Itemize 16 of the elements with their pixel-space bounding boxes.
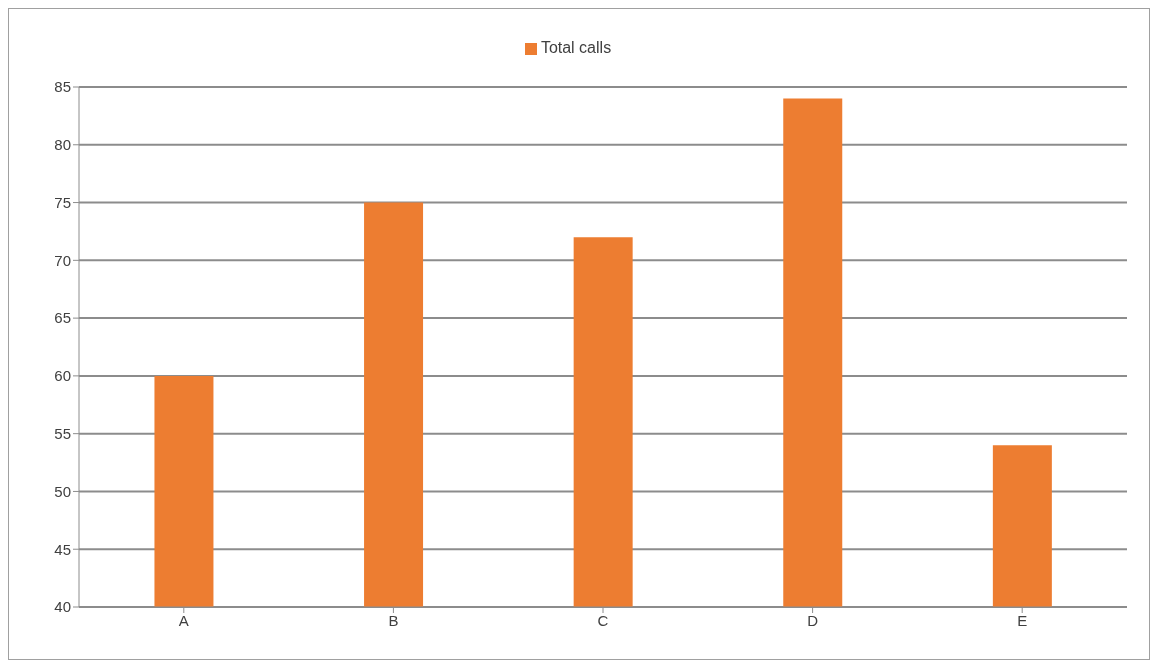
y-tick-label: 80	[54, 136, 71, 154]
y-tick-label: 50	[54, 482, 71, 500]
y-tick-label: 60	[54, 367, 71, 385]
x-tick-label: D	[807, 611, 819, 629]
x-tick-label: C	[597, 611, 609, 629]
x-tick-label: A	[178, 611, 189, 629]
y-tick-label: 55	[54, 424, 71, 442]
legend-label: Total calls	[540, 39, 612, 56]
y-tick-label: 45	[54, 540, 71, 558]
y-tick-label: 85	[54, 78, 71, 96]
y-tick-label: 70	[54, 251, 71, 269]
x-tick-label: E	[1017, 611, 1028, 629]
y-tick-label: 75	[54, 193, 71, 211]
y-tick-label: 40	[54, 598, 71, 616]
x-tick-label: B	[388, 611, 399, 629]
y-tick-label: 65	[54, 309, 71, 327]
